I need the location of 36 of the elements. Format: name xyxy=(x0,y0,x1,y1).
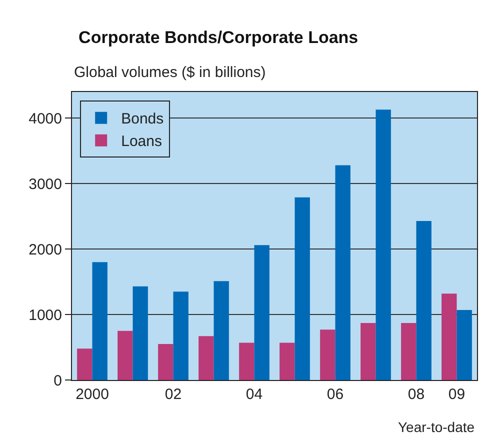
bar xyxy=(158,344,174,380)
bar xyxy=(132,286,148,380)
x-tick-label: 02 xyxy=(164,386,182,403)
y-tick-label: 2000 xyxy=(28,241,62,258)
bar xyxy=(92,262,108,380)
x-tick-label: 2000 xyxy=(76,386,109,403)
bar xyxy=(118,330,133,380)
x-tick-label: 08 xyxy=(408,386,425,403)
bar xyxy=(376,110,391,380)
y-tick-label: 3000 xyxy=(28,176,62,193)
bar xyxy=(280,342,295,380)
y-tick-label: 1000 xyxy=(28,306,62,324)
y-tick-label: 4000 xyxy=(28,110,62,128)
legend-label: Loans xyxy=(121,133,162,150)
bar xyxy=(456,310,472,380)
bar xyxy=(335,165,350,380)
bar xyxy=(294,197,310,380)
bar xyxy=(254,245,270,380)
bar xyxy=(416,220,432,380)
y-tick-label: 0 xyxy=(54,372,62,390)
x-tick-label: 06 xyxy=(326,386,344,403)
bar xyxy=(442,294,457,380)
x-tick-label: 04 xyxy=(246,386,263,403)
bar xyxy=(401,323,416,380)
x-tick-label: 09 xyxy=(448,386,466,403)
bar xyxy=(173,292,188,380)
chart-title: Corporate Bonds/Corporate Loans xyxy=(78,28,358,47)
bar xyxy=(214,281,229,380)
bar xyxy=(360,323,376,380)
chart-subtitle: Global volumes ($ in billions) xyxy=(74,64,266,81)
x-axis-title: Year-to-date xyxy=(398,419,475,435)
bar xyxy=(77,348,92,380)
bar xyxy=(198,336,214,380)
bar xyxy=(320,330,336,380)
legend-label: Bonds xyxy=(121,110,164,128)
bar xyxy=(239,342,254,380)
